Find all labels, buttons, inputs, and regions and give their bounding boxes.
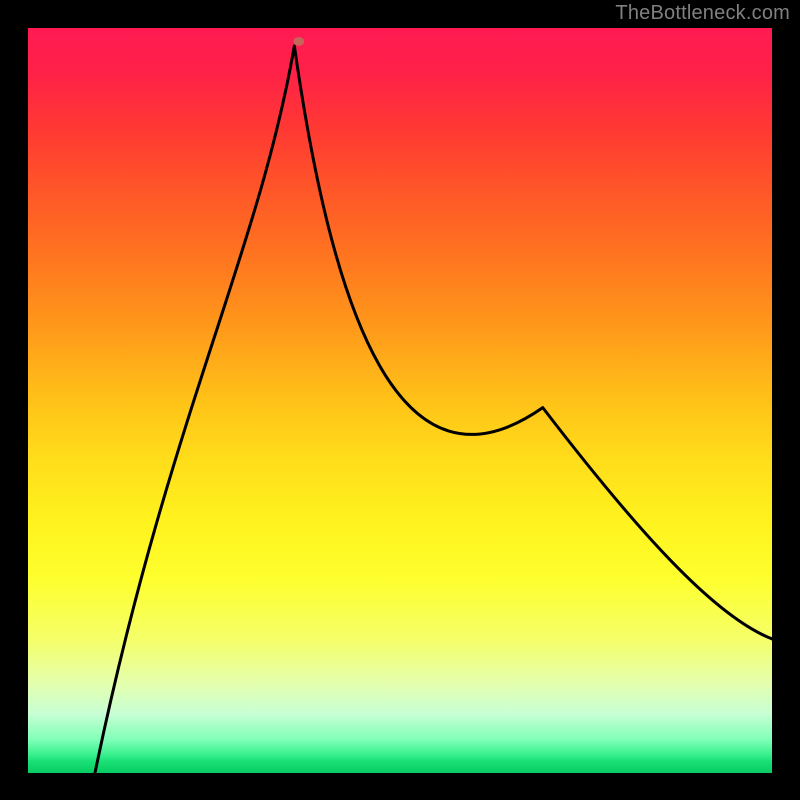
- optimum-marker: [293, 37, 304, 46]
- watermark-text: TheBottleneck.com: [615, 2, 790, 25]
- bottleneck-chart: [28, 28, 772, 773]
- chart-frame: TheBottleneck.com: [0, 0, 800, 800]
- chart-background: [28, 28, 772, 773]
